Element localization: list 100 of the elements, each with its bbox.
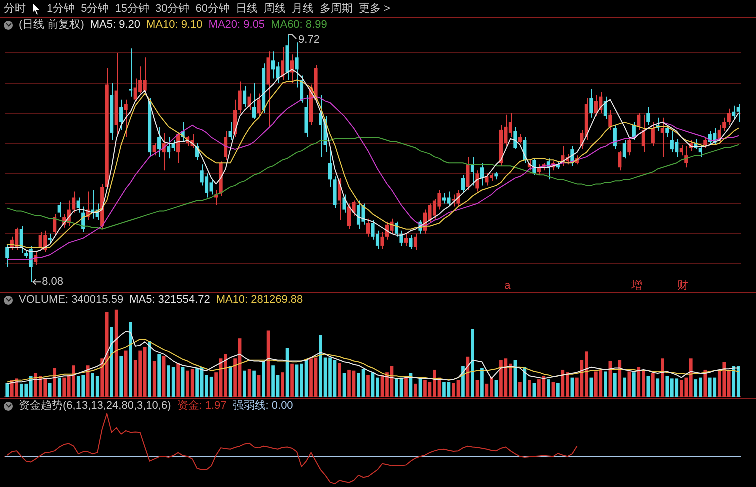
bar xyxy=(124,350,128,397)
text: MA10: 281269.88 xyxy=(216,294,304,307)
bar xyxy=(181,367,185,397)
candlestick xyxy=(342,194,346,214)
text: 日线 xyxy=(236,2,258,16)
candlestick xyxy=(72,191,76,214)
bar xyxy=(162,356,166,397)
candlestick xyxy=(152,143,156,156)
bar xyxy=(646,376,650,397)
text: 月线 xyxy=(292,2,314,16)
text: MA5: 9.20 xyxy=(90,19,141,32)
chart-title: (日线 前复权) xyxy=(19,19,84,32)
candlestick xyxy=(48,233,52,245)
bar xyxy=(494,380,498,397)
candlestick xyxy=(120,99,124,130)
bar xyxy=(532,383,536,397)
chart-title: 资金趋势(6,13,13,24,80,3,10,6) xyxy=(19,400,172,413)
bar xyxy=(404,376,408,397)
bar xyxy=(338,363,342,397)
candlestick xyxy=(646,106,650,126)
bar xyxy=(152,361,156,397)
candlestick xyxy=(590,88,594,118)
candlestick xyxy=(257,93,261,117)
bar xyxy=(120,356,123,397)
candlestick xyxy=(380,232,384,250)
annotation: 9.72 xyxy=(298,34,320,46)
text: 资金: 1.97 xyxy=(177,400,227,413)
annotation: 8.08 xyxy=(42,276,64,288)
candlestick xyxy=(608,110,612,130)
candlestick xyxy=(228,122,232,142)
candlestick xyxy=(366,218,370,238)
candlestick xyxy=(518,134,522,144)
candlestick xyxy=(622,140,626,160)
candlestick xyxy=(461,174,465,194)
candlestick xyxy=(642,114,646,154)
bar xyxy=(704,370,708,397)
text: 1分钟 xyxy=(47,2,76,16)
candlestick xyxy=(480,162,484,186)
bar xyxy=(262,361,266,397)
annotation: 财 xyxy=(677,279,688,292)
ref-line-label: 强弱线: 0.00 xyxy=(232,400,294,413)
bar xyxy=(623,378,626,397)
text: 多周期 xyxy=(320,2,353,16)
candlestick xyxy=(514,126,518,150)
candlestick xyxy=(158,126,162,158)
bar xyxy=(556,383,560,397)
bar xyxy=(281,372,284,397)
bar xyxy=(110,327,114,397)
bar xyxy=(86,366,90,397)
bar xyxy=(528,380,532,397)
candlestick xyxy=(238,81,242,114)
text: MA60: 8.99 xyxy=(271,19,328,32)
candlestick xyxy=(732,105,736,120)
bar xyxy=(252,370,256,397)
bar xyxy=(462,366,465,397)
text: 30分钟 xyxy=(156,2,190,16)
bar xyxy=(471,329,474,397)
bar xyxy=(129,322,132,397)
candlestick xyxy=(666,124,670,138)
text: 60分钟 xyxy=(196,2,230,16)
chart-title: VOLUME: 340015.59 xyxy=(19,294,124,307)
text: 分时 xyxy=(4,2,26,16)
bar xyxy=(48,383,52,397)
bar xyxy=(366,375,370,397)
candlestick xyxy=(704,136,708,149)
bar xyxy=(248,369,252,397)
candlestick xyxy=(6,244,10,268)
candlestick xyxy=(252,82,256,120)
candlestick xyxy=(466,156,470,191)
candlestick xyxy=(409,234,413,250)
bar xyxy=(53,368,57,397)
candlestick xyxy=(124,99,128,138)
candlestick xyxy=(414,233,418,251)
candlestick xyxy=(243,86,247,108)
candlestick xyxy=(20,226,24,254)
bar xyxy=(176,363,180,397)
bar xyxy=(58,378,62,397)
text: 周线 xyxy=(264,2,286,16)
bar xyxy=(547,380,550,397)
bar xyxy=(148,341,152,397)
candlestick xyxy=(281,46,285,81)
text: MA20: 9.05 xyxy=(208,19,266,32)
bar xyxy=(614,373,617,397)
bar xyxy=(518,382,522,397)
text: 15分钟 xyxy=(115,2,150,16)
candlestick xyxy=(660,117,664,158)
bar xyxy=(6,383,10,397)
bar xyxy=(342,373,346,397)
candlestick xyxy=(58,202,62,218)
candlestick xyxy=(727,108,731,126)
bar xyxy=(243,370,246,397)
text: 更多 > xyxy=(359,2,390,16)
annotation: 增 xyxy=(630,280,643,292)
bar xyxy=(651,373,655,397)
candlestick xyxy=(628,136,632,156)
text: MA5: 321554.72 xyxy=(130,294,210,307)
text: 5分钟 xyxy=(81,2,110,16)
bar xyxy=(660,358,664,397)
candlestick xyxy=(470,156,474,186)
candlestick xyxy=(129,48,133,98)
